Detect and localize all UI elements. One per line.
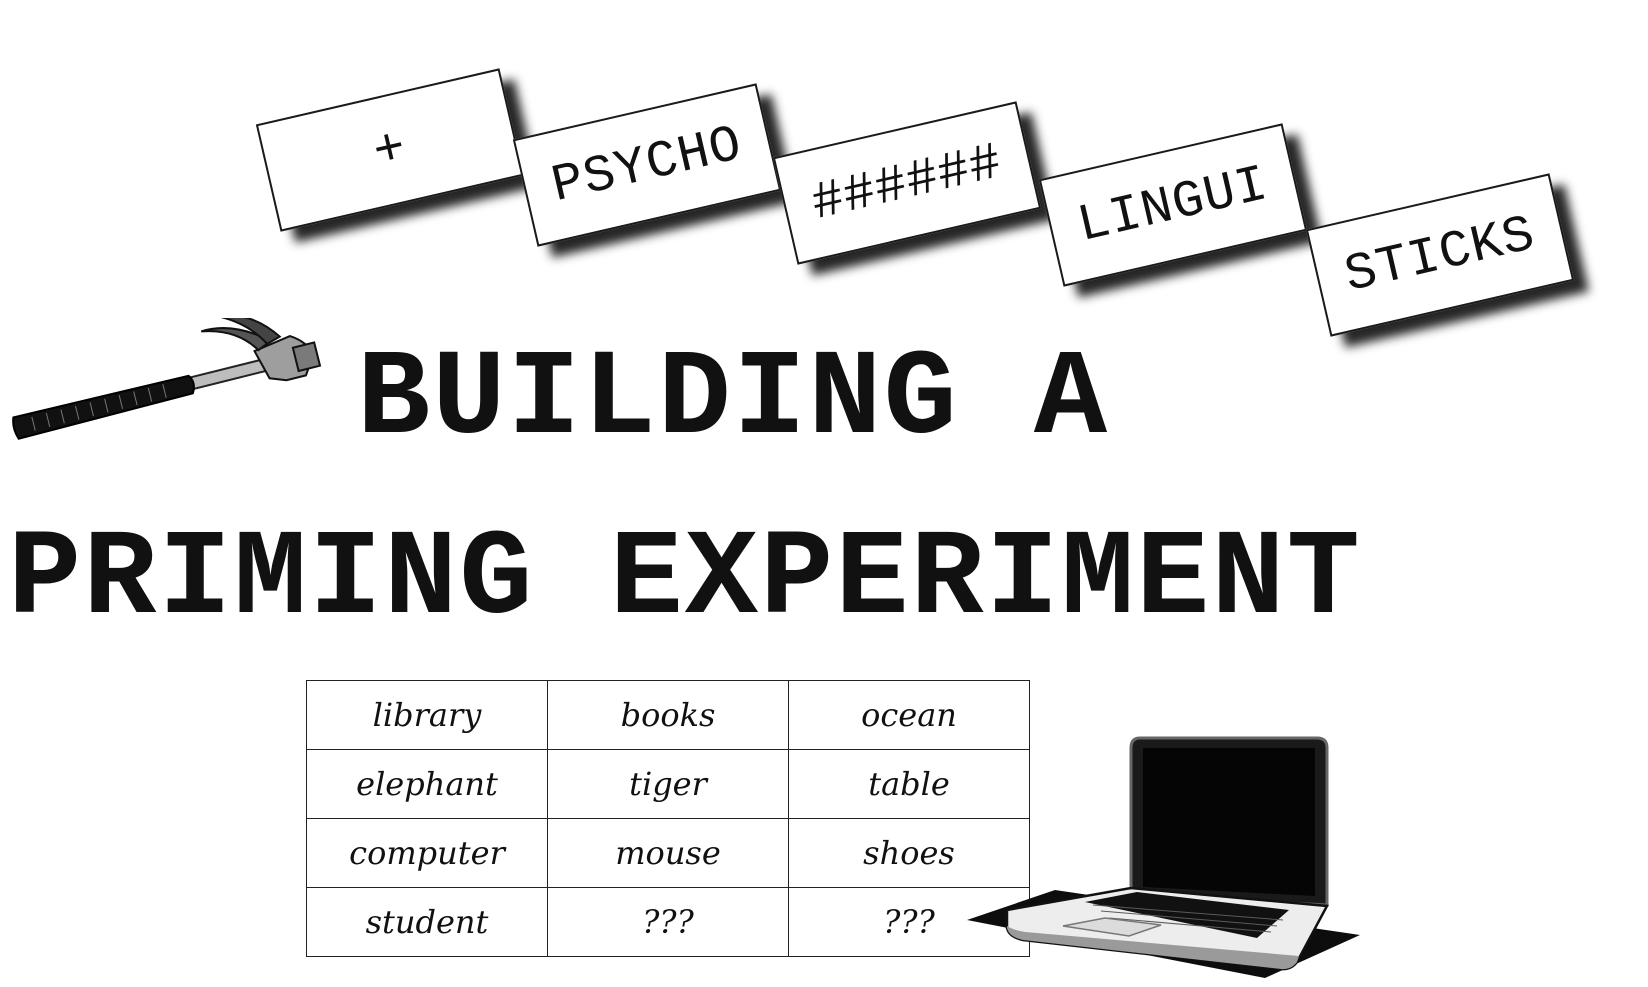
card-psycho: PSYCHO [512,83,782,247]
table-row: library books ocean [306,680,1030,750]
table-cell: books [547,680,789,750]
table-cell: ocean [788,680,1030,750]
table-cell: library [306,680,548,750]
card-mask: ###### [772,101,1042,265]
table-cell: mouse [547,818,789,888]
table-cell: student [306,887,548,957]
table-row: computer mouse shoes [306,818,1030,888]
table-cell: ??? [547,887,789,957]
table-cell: shoes [788,818,1030,888]
headline-line-1: BUILDING A [357,330,1110,469]
table-cell: computer [306,818,548,888]
word-list-table: library books ocean elephant tiger table… [306,680,1030,957]
laptop-icon [967,736,1360,978]
card-lingui: LINGUI [1038,123,1308,287]
table-cell: table [788,749,1030,819]
table-cell: elephant [306,749,548,819]
card-sticks: STICKS [1305,173,1575,337]
card-fixation-cross: + [255,68,525,232]
table-row: student ??? ??? [306,887,1030,957]
table-cell: tiger [547,749,789,819]
hammer-icon [12,318,322,440]
table-row: elephant tiger table [306,749,1030,819]
headline-line-2: PRIMING EXPERIMENT [8,510,1362,649]
